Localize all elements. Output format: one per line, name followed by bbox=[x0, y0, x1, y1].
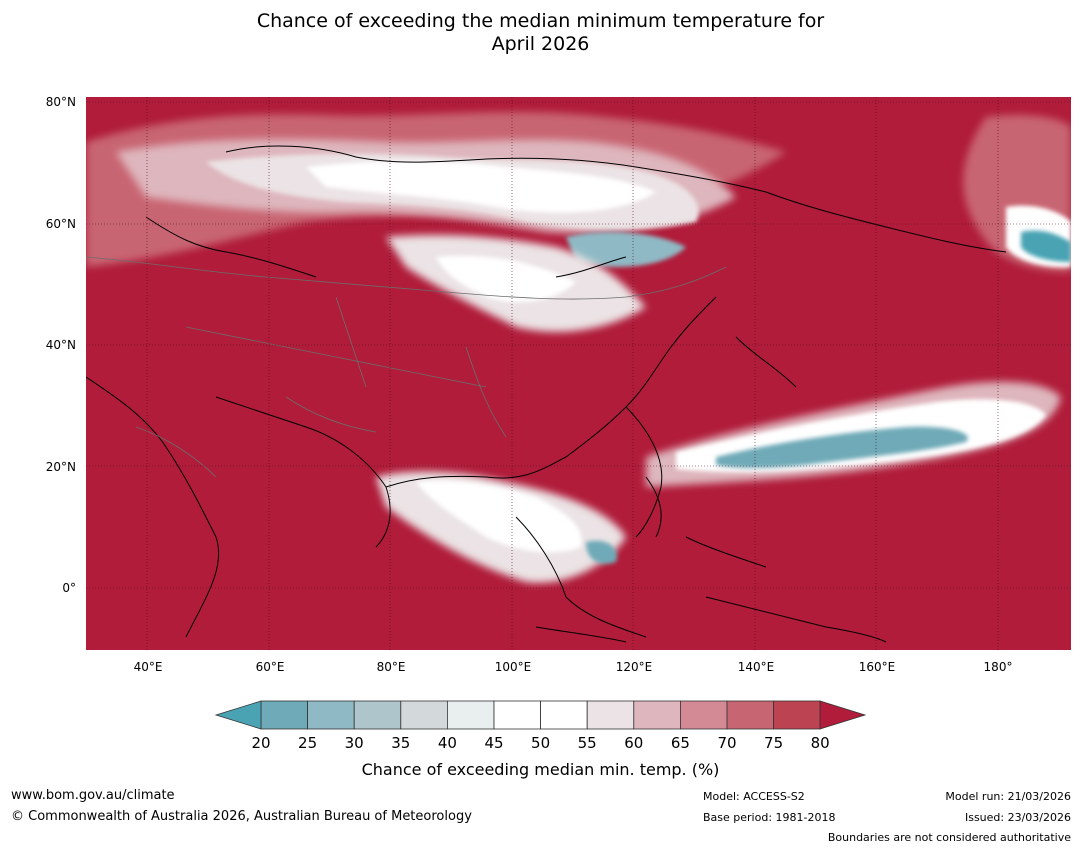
colorbar-tick-label: 80 bbox=[810, 734, 830, 752]
colorbar-segment bbox=[260, 700, 308, 730]
colorbar-segment bbox=[307, 700, 355, 730]
lon-label-100e: 100°E bbox=[494, 660, 532, 674]
colorbar-segment bbox=[726, 700, 774, 730]
colorbar-segment bbox=[540, 700, 588, 730]
footer-issued: Issued: 23/03/2026 bbox=[964, 811, 1071, 824]
lat-label-0: 0° bbox=[62, 581, 76, 595]
footer-base-period: Base period: 1981-2018 bbox=[703, 811, 836, 824]
colorbar-tick-label: 60 bbox=[624, 734, 644, 752]
lon-label-120e: 120°E bbox=[615, 660, 653, 674]
northeast-pale-patch bbox=[963, 115, 1071, 272]
forecast-map bbox=[86, 97, 1071, 650]
lon-label-80e: 80°E bbox=[376, 660, 406, 674]
colorbar-tick-label: 50 bbox=[531, 734, 551, 752]
colorbar-tick-label: 35 bbox=[391, 734, 411, 752]
lat-label-60n: 60°N bbox=[45, 217, 76, 231]
colorbar-segment bbox=[679, 700, 728, 730]
lat-label-20n: 20°N bbox=[45, 460, 76, 474]
colorbar-label: Chance of exceeding median min. temp. (%… bbox=[361, 760, 720, 779]
lon-label-60e: 60°E bbox=[255, 660, 285, 674]
colorbar-tick-label: 70 bbox=[717, 734, 737, 752]
colorbar-right-arrow bbox=[819, 700, 867, 730]
title-line-1: Chance of exceeding the median minimum t… bbox=[256, 10, 825, 32]
country-borders bbox=[86, 256, 727, 478]
colorbar-tick-label: 55 bbox=[577, 734, 597, 752]
southeast-asia-pale bbox=[376, 471, 626, 583]
map-canvas bbox=[86, 97, 1071, 650]
colorbar bbox=[214, 700, 867, 730]
lon-label-140e: 140°E bbox=[737, 660, 775, 674]
colorbar-left-arrow bbox=[214, 700, 262, 730]
colorbar-segment bbox=[446, 700, 495, 730]
northern-pale-band bbox=[86, 112, 786, 332]
colorbar-tick-label: 75 bbox=[764, 734, 784, 752]
colorbar-segment bbox=[493, 700, 541, 730]
lon-label-40e: 40°E bbox=[133, 660, 163, 674]
colorbar-segment bbox=[586, 700, 635, 730]
footer-copyright: © Commonwealth of Australia 2026, Austra… bbox=[11, 809, 472, 824]
graticule bbox=[86, 97, 1071, 650]
footer-model: Model: ACCESS-S2 bbox=[703, 790, 805, 803]
colorbar-tick-label: 40 bbox=[437, 734, 457, 752]
lon-label-180: 180° bbox=[983, 660, 1013, 674]
colorbar-segment bbox=[773, 700, 821, 730]
map-title: Chance of exceeding the median minimum t… bbox=[0, 10, 1081, 56]
colorbar-segment bbox=[400, 700, 448, 730]
colorbar-segment bbox=[633, 700, 681, 730]
colorbar-tick-label: 65 bbox=[670, 734, 690, 752]
footer-model-run: Model run: 21/03/2026 bbox=[945, 790, 1071, 803]
coastlines bbox=[86, 145, 1007, 643]
colorbar-segment bbox=[353, 700, 402, 730]
title-line-2: April 2026 bbox=[491, 33, 590, 55]
footer-boundaries: Boundaries are not considered authoritat… bbox=[827, 831, 1071, 844]
colorbar-tick-label: 20 bbox=[251, 734, 271, 752]
lat-label-40n: 40°N bbox=[45, 338, 76, 352]
footer-url[interactable]: www.bom.gov.au/climate bbox=[11, 788, 175, 803]
colorbar-tick-label: 25 bbox=[298, 734, 318, 752]
lat-label-80n: 80°N bbox=[45, 95, 76, 109]
lon-label-160e: 160°E bbox=[858, 660, 896, 674]
colorbar-tick-label: 30 bbox=[344, 734, 364, 752]
tropical-pacific-band bbox=[646, 381, 1061, 487]
colorbar-tick-label: 45 bbox=[484, 734, 504, 752]
